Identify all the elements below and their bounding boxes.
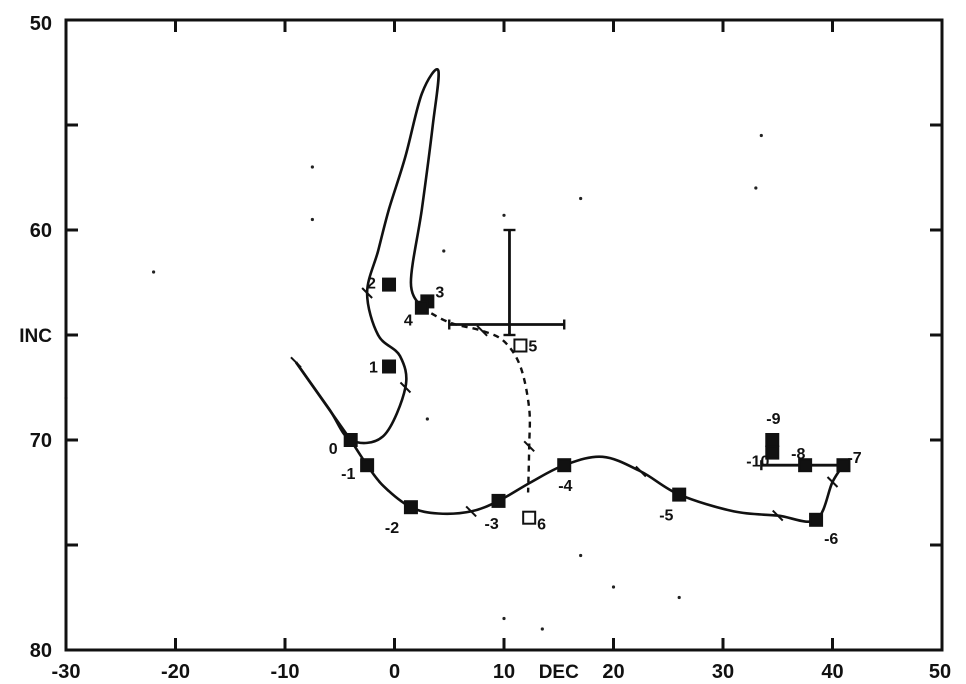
curve-tick <box>476 325 488 337</box>
point-label: -9 <box>766 411 780 428</box>
curve-tick <box>826 476 839 488</box>
x-tick-label: -20 <box>161 661 190 683</box>
stray-dot <box>310 217 314 222</box>
point-markers <box>343 277 851 527</box>
curve-tick <box>399 381 412 394</box>
point-marker <box>836 458 851 473</box>
point-label: -3 <box>485 516 499 533</box>
point-marker <box>491 493 506 508</box>
point-marker <box>382 359 397 374</box>
stray-dot <box>759 133 763 138</box>
stray-dot <box>442 249 446 253</box>
stray-dot <box>310 165 314 169</box>
x-tick-label: 0 <box>389 661 400 683</box>
x-tick-label: 30 <box>712 661 734 683</box>
point-marker <box>343 433 358 447</box>
curve-tick <box>523 440 535 453</box>
upper-solid-curve <box>294 67 440 445</box>
point-marker <box>360 458 375 473</box>
stray-dot <box>677 595 681 600</box>
point-label: 1 <box>369 360 378 377</box>
point-marker <box>765 433 780 447</box>
curve-tick <box>377 480 390 492</box>
stray-dot <box>502 213 506 217</box>
y-tick-label: 50 <box>30 13 52 35</box>
stray-dot <box>579 553 583 558</box>
curve-tick <box>361 287 373 299</box>
point-marker <box>809 512 824 527</box>
point-marker <box>522 510 537 525</box>
point-marker <box>513 338 528 353</box>
y-tick-label: 70 <box>30 430 52 452</box>
point-label: -7 <box>847 450 861 467</box>
point-label: 2 <box>367 276 376 293</box>
point-marker <box>382 277 397 292</box>
point-marker <box>672 487 687 502</box>
y-tick-label: 80 <box>30 640 52 662</box>
axis-ticks <box>64 18 944 652</box>
stray-dot <box>425 417 429 421</box>
x-tick-label: -10 <box>271 661 300 683</box>
x-tick-label: -30 <box>52 661 81 683</box>
x-tick-label: 50 <box>929 661 951 683</box>
stray-dot <box>754 186 758 190</box>
point-label: -1 <box>341 466 355 483</box>
x-tick-label: 40 <box>821 661 843 683</box>
point-marker <box>798 458 813 473</box>
curve-tick <box>465 505 477 518</box>
point-label: -10 <box>746 454 769 471</box>
x-tick-label: 20 <box>602 661 624 683</box>
point-label: -6 <box>824 531 838 548</box>
stray-dot <box>540 627 544 631</box>
point-label: 6 <box>537 517 546 534</box>
point-label: 0 <box>329 441 338 458</box>
curve-tick <box>635 465 647 478</box>
point-label: -4 <box>558 478 572 495</box>
x-tick-label: 10 <box>493 661 515 683</box>
point-label: 4 <box>404 313 413 330</box>
point-label: -8 <box>791 446 805 463</box>
stray-dots <box>64 133 763 631</box>
stray-dot <box>611 585 616 589</box>
point-marker <box>557 458 572 473</box>
point-marker <box>403 500 418 515</box>
point-label: -5 <box>659 508 673 525</box>
curve-tick <box>772 509 784 522</box>
point-marker <box>765 445 780 460</box>
y-axis-title: INC <box>19 326 52 347</box>
x-axis-title: DEC <box>539 662 579 683</box>
point-labels: 0 1 2 3 4 5 6 -1 -2 -3 -4 -5 -6 -7 -8 -9 -10 <box>329 276 862 548</box>
stray-dot <box>579 196 583 201</box>
point-marker <box>414 300 429 315</box>
point-label: 5 <box>528 339 537 356</box>
point-label: -2 <box>385 520 399 537</box>
y-tick-label: 60 <box>30 220 52 242</box>
stray-dot <box>502 616 506 621</box>
curve-tick <box>290 356 302 369</box>
stray-dot <box>152 270 156 274</box>
point-label: 3 <box>435 284 444 301</box>
